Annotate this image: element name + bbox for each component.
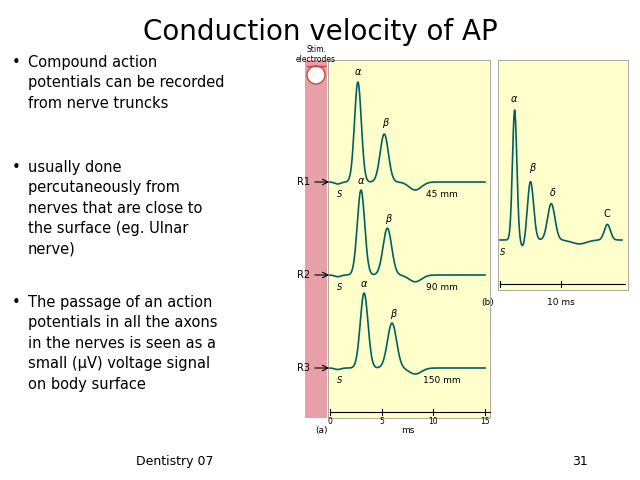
Text: usually done
percutaneously from
nerves that are close to
the surface (eg. Ulnar: usually done percutaneously from nerves … <box>28 160 202 257</box>
Text: S: S <box>500 248 505 257</box>
Circle shape <box>307 66 325 84</box>
Text: 15: 15 <box>480 417 490 426</box>
Text: $\beta$: $\beta$ <box>529 161 537 175</box>
Text: 31: 31 <box>572 455 588 468</box>
Bar <box>498 60 628 290</box>
Text: 0: 0 <box>328 417 332 426</box>
Text: 150 mm: 150 mm <box>423 376 460 385</box>
Text: $\alpha$: $\alpha$ <box>357 176 365 186</box>
Text: $\beta$: $\beta$ <box>390 307 397 321</box>
Text: •: • <box>12 160 20 175</box>
Text: Conduction velocity of AP: Conduction velocity of AP <box>143 18 497 46</box>
Text: (a): (a) <box>316 426 328 435</box>
Text: 10 ms: 10 ms <box>547 298 575 307</box>
Text: S: S <box>337 376 342 385</box>
Text: C: C <box>604 209 611 219</box>
Text: $\beta$: $\beta$ <box>382 116 390 130</box>
Text: R2: R2 <box>297 270 310 280</box>
Text: S: S <box>337 190 342 199</box>
Text: $\alpha$: $\alpha$ <box>354 67 362 77</box>
Text: 45 mm: 45 mm <box>426 190 458 199</box>
Text: (b): (b) <box>481 298 494 307</box>
Text: $\beta$: $\beta$ <box>385 212 393 226</box>
Text: R1: R1 <box>297 177 310 187</box>
Text: •: • <box>12 55 20 70</box>
Bar <box>305 60 327 418</box>
Text: S: S <box>337 283 342 292</box>
Text: Compound action
potentials can be recorded
from nerve truncks: Compound action potentials can be record… <box>28 55 225 111</box>
Text: •: • <box>12 295 20 310</box>
Text: $\alpha$: $\alpha$ <box>511 94 519 104</box>
Text: The passage of an action
potentials in all the axons
in the nerves is seen as a
: The passage of an action potentials in a… <box>28 295 218 392</box>
Text: $\delta$: $\delta$ <box>548 186 556 198</box>
Text: $\alpha$: $\alpha$ <box>360 279 368 289</box>
Text: 5: 5 <box>380 417 384 426</box>
Text: 90 mm: 90 mm <box>426 283 458 292</box>
Text: ms: ms <box>401 426 414 435</box>
Text: Stim.
electrodes: Stim. electrodes <box>296 45 336 64</box>
Text: 10: 10 <box>429 417 438 426</box>
Text: Dentistry 07: Dentistry 07 <box>136 455 214 468</box>
Bar <box>328 60 490 418</box>
Text: R3: R3 <box>297 363 310 373</box>
